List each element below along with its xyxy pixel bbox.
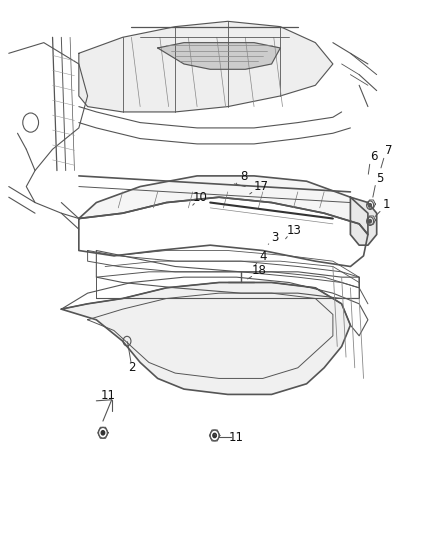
Text: 11: 11	[101, 389, 116, 402]
Circle shape	[369, 220, 371, 223]
Text: 7: 7	[385, 144, 393, 157]
Circle shape	[101, 431, 105, 435]
Circle shape	[213, 433, 216, 438]
Text: 8: 8	[240, 171, 247, 183]
Polygon shape	[79, 176, 368, 235]
Text: 6: 6	[370, 150, 378, 163]
Text: 3: 3	[272, 231, 279, 244]
Text: 11: 11	[229, 431, 244, 443]
Circle shape	[369, 204, 371, 207]
Text: 4: 4	[259, 251, 267, 263]
Text: 5: 5	[377, 172, 384, 184]
Polygon shape	[350, 197, 377, 245]
Polygon shape	[79, 21, 333, 112]
Text: 13: 13	[287, 224, 302, 237]
Text: 17: 17	[254, 180, 268, 193]
Text: 2: 2	[127, 361, 135, 374]
Polygon shape	[61, 282, 350, 394]
Text: 1: 1	[382, 198, 390, 211]
Text: 10: 10	[193, 191, 208, 204]
Text: 18: 18	[252, 264, 267, 277]
Polygon shape	[158, 43, 280, 69]
